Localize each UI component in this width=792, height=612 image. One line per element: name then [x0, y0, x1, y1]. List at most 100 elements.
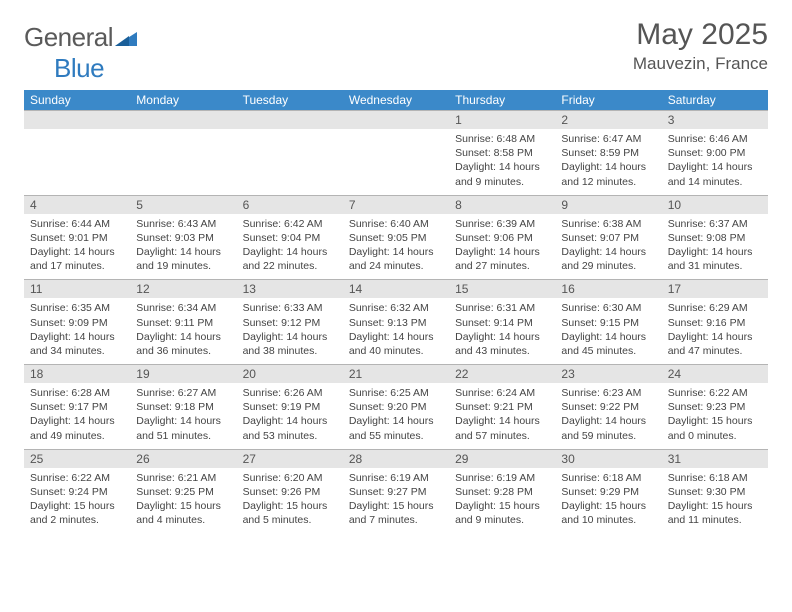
day-number-row: 123 — [24, 111, 768, 130]
sunset-text: Sunset: 9:13 PM — [349, 316, 443, 330]
day-content-cell: Sunrise: 6:30 AMSunset: 9:15 PMDaylight:… — [555, 298, 661, 364]
sunrise-text: Sunrise: 6:38 AM — [561, 217, 655, 231]
day-number-cell: 18 — [24, 365, 130, 384]
day-content-cell: Sunrise: 6:38 AMSunset: 9:07 PMDaylight:… — [555, 214, 661, 280]
sunrise-text: Sunrise: 6:20 AM — [243, 471, 337, 485]
day-content-cell: Sunrise: 6:23 AMSunset: 9:22 PMDaylight:… — [555, 383, 661, 449]
sunrise-text: Sunrise: 6:47 AM — [561, 132, 655, 146]
day-content-cell: Sunrise: 6:28 AMSunset: 9:17 PMDaylight:… — [24, 383, 130, 449]
daylight-text: Daylight: 15 hours and 11 minutes. — [668, 499, 762, 527]
daylight-text: Daylight: 14 hours and 55 minutes. — [349, 414, 443, 442]
sunset-text: Sunset: 9:01 PM — [30, 231, 124, 245]
daylight-text: Daylight: 14 hours and 59 minutes. — [561, 414, 655, 442]
day-number-cell: 12 — [130, 280, 236, 299]
daylight-text: Daylight: 14 hours and 27 minutes. — [455, 245, 549, 273]
daylight-text: Daylight: 14 hours and 34 minutes. — [30, 330, 124, 358]
day-number-cell: 22 — [449, 365, 555, 384]
weekday-header: Wednesday — [343, 90, 449, 111]
day-number-cell — [343, 111, 449, 130]
day-number-cell: 27 — [237, 449, 343, 468]
day-number-cell: 15 — [449, 280, 555, 299]
daylight-text: Daylight: 15 hours and 2 minutes. — [30, 499, 124, 527]
daylight-text: Daylight: 14 hours and 57 minutes. — [455, 414, 549, 442]
sunset-text: Sunset: 9:09 PM — [30, 316, 124, 330]
daylight-text: Daylight: 14 hours and 17 minutes. — [30, 245, 124, 273]
day-number-cell: 14 — [343, 280, 449, 299]
sunset-text: Sunset: 9:03 PM — [136, 231, 230, 245]
day-content-row: Sunrise: 6:48 AMSunset: 8:58 PMDaylight:… — [24, 129, 768, 195]
day-content-cell: Sunrise: 6:43 AMSunset: 9:03 PMDaylight:… — [130, 214, 236, 280]
sunrise-text: Sunrise: 6:22 AM — [30, 471, 124, 485]
day-content-cell: Sunrise: 6:48 AMSunset: 8:58 PMDaylight:… — [449, 129, 555, 195]
daylight-text: Daylight: 15 hours and 0 minutes. — [668, 414, 762, 442]
weekday-header: Saturday — [662, 90, 768, 111]
sunset-text: Sunset: 9:15 PM — [561, 316, 655, 330]
daylight-text: Daylight: 15 hours and 7 minutes. — [349, 499, 443, 527]
sunrise-text: Sunrise: 6:21 AM — [136, 471, 230, 485]
sunset-text: Sunset: 9:06 PM — [455, 231, 549, 245]
daylight-text: Daylight: 14 hours and 36 minutes. — [136, 330, 230, 358]
day-content-cell: Sunrise: 6:32 AMSunset: 9:13 PMDaylight:… — [343, 298, 449, 364]
day-content-cell: Sunrise: 6:26 AMSunset: 9:19 PMDaylight:… — [237, 383, 343, 449]
sunrise-text: Sunrise: 6:30 AM — [561, 301, 655, 315]
daylight-text: Daylight: 14 hours and 47 minutes. — [668, 330, 762, 358]
daylight-text: Daylight: 14 hours and 43 minutes. — [455, 330, 549, 358]
sunset-text: Sunset: 9:24 PM — [30, 485, 124, 499]
sunset-text: Sunset: 8:59 PM — [561, 146, 655, 160]
daylight-text: Daylight: 15 hours and 9 minutes. — [455, 499, 549, 527]
sunset-text: Sunset: 9:25 PM — [136, 485, 230, 499]
weekday-header-row: Sunday Monday Tuesday Wednesday Thursday… — [24, 90, 768, 111]
sunrise-text: Sunrise: 6:27 AM — [136, 386, 230, 400]
daylight-text: Daylight: 14 hours and 12 minutes. — [561, 160, 655, 188]
day-number-cell — [237, 111, 343, 130]
daylight-text: Daylight: 14 hours and 9 minutes. — [455, 160, 549, 188]
day-content-cell: Sunrise: 6:33 AMSunset: 9:12 PMDaylight:… — [237, 298, 343, 364]
daylight-text: Daylight: 15 hours and 4 minutes. — [136, 499, 230, 527]
title-block: May 2025 Mauvezin, France — [633, 18, 768, 74]
day-number-cell: 11 — [24, 280, 130, 299]
daylight-text: Daylight: 14 hours and 49 minutes. — [30, 414, 124, 442]
day-content-cell: Sunrise: 6:18 AMSunset: 9:29 PMDaylight:… — [555, 468, 661, 534]
weekday-header: Monday — [130, 90, 236, 111]
day-number-row: 25262728293031 — [24, 449, 768, 468]
day-content-cell: Sunrise: 6:21 AMSunset: 9:25 PMDaylight:… — [130, 468, 236, 534]
daylight-text: Daylight: 15 hours and 5 minutes. — [243, 499, 337, 527]
page-header: GeneralBlue May 2025 Mauvezin, France — [24, 18, 768, 84]
daylight-text: Daylight: 14 hours and 22 minutes. — [243, 245, 337, 273]
daylight-text: Daylight: 14 hours and 40 minutes. — [349, 330, 443, 358]
daylight-text: Daylight: 14 hours and 31 minutes. — [668, 245, 762, 273]
logo-text: GeneralBlue — [24, 22, 137, 84]
sunset-text: Sunset: 9:28 PM — [455, 485, 549, 499]
sunset-text: Sunset: 9:20 PM — [349, 400, 443, 414]
day-content-row: Sunrise: 6:28 AMSunset: 9:17 PMDaylight:… — [24, 383, 768, 449]
sunset-text: Sunset: 9:14 PM — [455, 316, 549, 330]
day-content-cell: Sunrise: 6:47 AMSunset: 8:59 PMDaylight:… — [555, 129, 661, 195]
daylight-text: Daylight: 15 hours and 10 minutes. — [561, 499, 655, 527]
daylight-text: Daylight: 14 hours and 45 minutes. — [561, 330, 655, 358]
day-number-cell: 25 — [24, 449, 130, 468]
weekday-header: Thursday — [449, 90, 555, 111]
sunrise-text: Sunrise: 6:44 AM — [30, 217, 124, 231]
sunset-text: Sunset: 9:16 PM — [668, 316, 762, 330]
day-number-cell: 21 — [343, 365, 449, 384]
day-content-cell: Sunrise: 6:22 AMSunset: 9:23 PMDaylight:… — [662, 383, 768, 449]
sunrise-text: Sunrise: 6:26 AM — [243, 386, 337, 400]
daylight-text: Daylight: 14 hours and 53 minutes. — [243, 414, 337, 442]
sunset-text: Sunset: 9:30 PM — [668, 485, 762, 499]
daylight-text: Daylight: 14 hours and 24 minutes. — [349, 245, 443, 273]
weekday-header: Sunday — [24, 90, 130, 111]
sunset-text: Sunset: 9:18 PM — [136, 400, 230, 414]
day-content-cell: Sunrise: 6:42 AMSunset: 9:04 PMDaylight:… — [237, 214, 343, 280]
day-content-cell: Sunrise: 6:22 AMSunset: 9:24 PMDaylight:… — [24, 468, 130, 534]
sunrise-text: Sunrise: 6:40 AM — [349, 217, 443, 231]
sunset-text: Sunset: 9:22 PM — [561, 400, 655, 414]
sunset-text: Sunset: 9:26 PM — [243, 485, 337, 499]
daylight-text: Daylight: 14 hours and 51 minutes. — [136, 414, 230, 442]
day-content-cell: Sunrise: 6:35 AMSunset: 9:09 PMDaylight:… — [24, 298, 130, 364]
daylight-text: Daylight: 14 hours and 38 minutes. — [243, 330, 337, 358]
sunset-text: Sunset: 9:29 PM — [561, 485, 655, 499]
sunrise-text: Sunrise: 6:18 AM — [668, 471, 762, 485]
day-content-cell: Sunrise: 6:40 AMSunset: 9:05 PMDaylight:… — [343, 214, 449, 280]
day-number-cell: 13 — [237, 280, 343, 299]
day-content-cell — [24, 129, 130, 195]
